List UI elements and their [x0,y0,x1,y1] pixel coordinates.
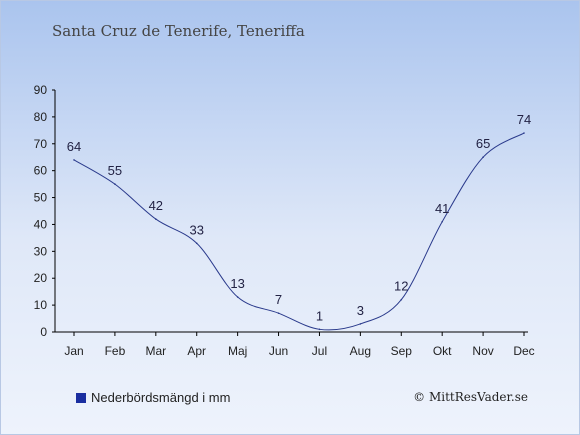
data-label: 55 [108,163,122,178]
y-tick-label: 70 [34,137,48,151]
y-tick-label: 20 [34,271,48,285]
x-tick-label: Maj [228,344,247,358]
data-label: 74 [517,112,531,127]
data-label: 3 [357,303,364,318]
data-point [523,132,525,134]
data-point [114,183,116,185]
y-tick-label: 40 [34,217,48,231]
data-point [318,328,321,331]
data-label: 64 [67,139,81,154]
x-axis-ticks: Jan Feb Mar Apr Maj Jun Jul Aug Sep Okt Nov Dec [64,332,535,358]
credit-text: © MittResVader.se [413,390,528,404]
data-point [359,323,362,325]
data-point [155,218,157,220]
x-tick-label: Jul [312,344,327,358]
data-label: 42 [149,198,163,213]
data-point [482,156,484,159]
data-point [73,159,75,161]
legend-swatch [76,392,86,403]
data-point [277,312,280,314]
y-tick-label: 60 [34,164,48,178]
x-tick-label: Sep [391,344,413,358]
x-tick-label: Jun [269,344,288,358]
y-tick-label: 50 [34,191,48,205]
y-axis-ticks: 0 10 20 30 40 50 60 70 80 90 [34,83,55,339]
x-tick-label: Feb [105,344,126,358]
x-tick-label: Apr [187,344,206,358]
data-point [195,242,198,245]
data-label: 41 [435,201,449,216]
data-label: 65 [476,136,490,151]
x-tick-label: Aug [350,344,371,358]
data-label: 1 [316,308,323,323]
chart-title: Santa Cruz de Tenerife, Teneriffa [52,22,305,40]
y-tick-label: 80 [34,110,48,124]
y-tick-label: 30 [34,244,48,258]
y-tick-label: 90 [34,83,48,97]
axes [54,90,528,333]
data-points [73,132,525,331]
legend-label: Nederbördsmängd i mm [91,390,231,405]
x-tick-label: Okt [433,344,452,358]
x-tick-label: Dec [513,344,534,358]
data-point [400,298,403,301]
data-label: 12 [394,279,408,294]
data-label: 7 [275,292,282,307]
x-tick-label: Mar [145,344,166,358]
data-label: 13 [230,276,244,291]
precipitation-line [73,132,525,331]
y-tick-label: 10 [34,298,48,312]
x-tick-label: Jan [64,344,83,358]
y-tick-label: 0 [40,325,47,339]
data-point [441,220,443,223]
x-tick-label: Nov [472,344,493,358]
data-label: 33 [189,222,203,237]
data-point [236,296,239,298]
legend: Nederbördsmängd i mm [76,390,230,405]
